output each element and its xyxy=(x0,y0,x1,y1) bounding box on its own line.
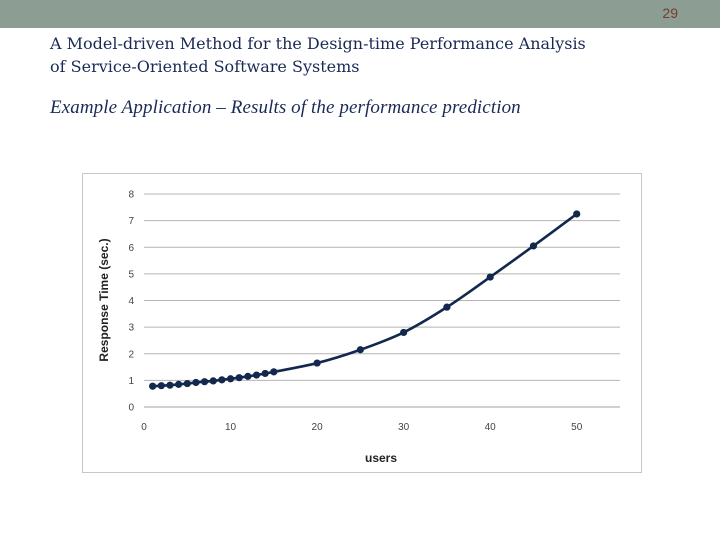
chart-frame: 0 1 2 3 4 5 6 7 8 0 10 20 30 40 50 users Response Tim… xyxy=(82,173,642,473)
data-point xyxy=(200,378,209,386)
y-axis-title: Response Time (sec.) xyxy=(97,238,111,361)
y-tick-labels: 0 1 2 3 4 5 6 7 8 xyxy=(128,190,134,414)
y-tick-label: 7 xyxy=(128,216,134,227)
slide-title: A Model-driven Method for the Design-tim… xyxy=(50,32,670,78)
x-tick-label: 10 xyxy=(225,422,237,433)
x-tick-label: 40 xyxy=(485,422,497,433)
y-tick-label: 0 xyxy=(128,403,134,414)
data-point xyxy=(149,382,157,390)
data-point xyxy=(252,371,261,379)
data-point xyxy=(400,328,408,337)
data-point xyxy=(166,381,174,389)
data-point xyxy=(443,303,451,311)
data-point xyxy=(261,369,269,378)
data-point xyxy=(209,377,217,385)
y-tick-label: 3 xyxy=(128,323,134,334)
y-tick-label: 5 xyxy=(128,269,134,280)
data-point xyxy=(244,372,252,380)
slide-title-line-1: A Model-driven Method for the Design-tim… xyxy=(50,34,586,53)
series-line xyxy=(152,212,578,388)
data-point xyxy=(175,380,183,388)
y-tick-label: 2 xyxy=(128,349,134,360)
data-point xyxy=(486,273,494,281)
data-point xyxy=(313,359,321,367)
data-point xyxy=(157,382,165,390)
data-point xyxy=(270,368,278,376)
y-tick-label: 8 xyxy=(128,190,134,201)
x-tick-labels: 0 10 20 30 40 50 xyxy=(141,422,583,433)
x-axis-title: users xyxy=(365,451,397,465)
x-tick-label: 0 xyxy=(141,422,147,433)
y-tick-label: 1 xyxy=(128,376,134,387)
grid-lines xyxy=(144,193,620,408)
data-point xyxy=(218,376,226,384)
data-point xyxy=(529,242,538,250)
data-point xyxy=(192,378,200,387)
header-band xyxy=(0,0,720,28)
data-points xyxy=(149,210,581,390)
x-tick-label: 50 xyxy=(571,422,583,433)
data-point xyxy=(356,346,364,354)
slide-subtitle: Example Application – Results of the per… xyxy=(50,97,521,118)
x-tick-label: 30 xyxy=(398,422,410,433)
response-time-chart: 0 1 2 3 4 5 6 7 8 0 10 20 30 40 50 users Response Tim… xyxy=(97,190,620,465)
x-tick-label: 20 xyxy=(312,422,324,433)
slide-title-line-2: of Service-Oriented Software Systems xyxy=(50,57,360,76)
y-tick-label: 6 xyxy=(128,243,134,254)
data-point xyxy=(183,379,191,388)
page-number: 29 xyxy=(662,5,678,21)
data-point xyxy=(573,210,581,218)
data-point xyxy=(235,374,243,382)
y-tick-label: 4 xyxy=(128,296,134,307)
data-point xyxy=(226,375,235,383)
